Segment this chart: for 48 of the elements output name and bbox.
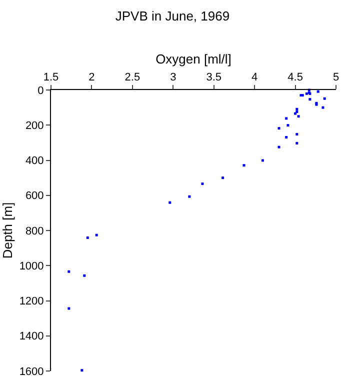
point: [285, 117, 288, 120]
point: [168, 201, 172, 204]
y-tick-label: 800: [25, 225, 44, 238]
point: [68, 307, 70, 310]
point: [296, 108, 298, 110]
point: [68, 270, 70, 273]
point: [297, 115, 300, 118]
y-tick-label: 1200: [19, 296, 44, 308]
point: [83, 274, 86, 277]
y-tick-label: 1600: [19, 366, 44, 378]
point: [278, 127, 280, 130]
x-tick-label: 5: [332, 72, 340, 84]
point: [305, 92, 308, 95]
point: [201, 182, 204, 186]
x-tick-label: 2.5: [124, 72, 140, 84]
point: [80, 369, 84, 372]
x-tick-label: 3.5: [206, 72, 222, 84]
x-axis-title: Oxygen [ml/l]: [156, 52, 232, 67]
x-tick-label: 3: [170, 72, 176, 84]
point: [261, 159, 264, 162]
point: [95, 234, 98, 236]
point: [188, 195, 191, 198]
y-tick-label: 200: [25, 120, 44, 132]
point: [294, 112, 297, 115]
point: [242, 164, 246, 167]
y-tick-label: 400: [25, 155, 44, 168]
x-tick-label: 2: [88, 72, 95, 84]
point: [322, 106, 324, 109]
x-tick-label: 4: [252, 72, 258, 84]
point: [323, 97, 326, 100]
point: [278, 146, 280, 148]
point: [296, 142, 298, 144]
y-tick-label: 1000: [19, 260, 44, 272]
point: [86, 236, 89, 239]
point: [222, 176, 224, 180]
point: [285, 136, 288, 138]
y-tick-label: 0: [38, 84, 44, 97]
point: [296, 133, 298, 136]
y-axis-title: Depth [m]: [0, 202, 15, 259]
x-tick-label: 4.5: [288, 72, 303, 84]
point: [296, 110, 298, 114]
chart-title: JPVB in June, 1969: [115, 8, 230, 24]
y-tick-label: 600: [25, 190, 44, 202]
y-tick-label: 1400: [19, 330, 44, 343]
point: [308, 98, 312, 101]
point: [316, 90, 320, 93]
point: [286, 124, 290, 127]
x-tick-label: 1.5: [43, 72, 59, 84]
